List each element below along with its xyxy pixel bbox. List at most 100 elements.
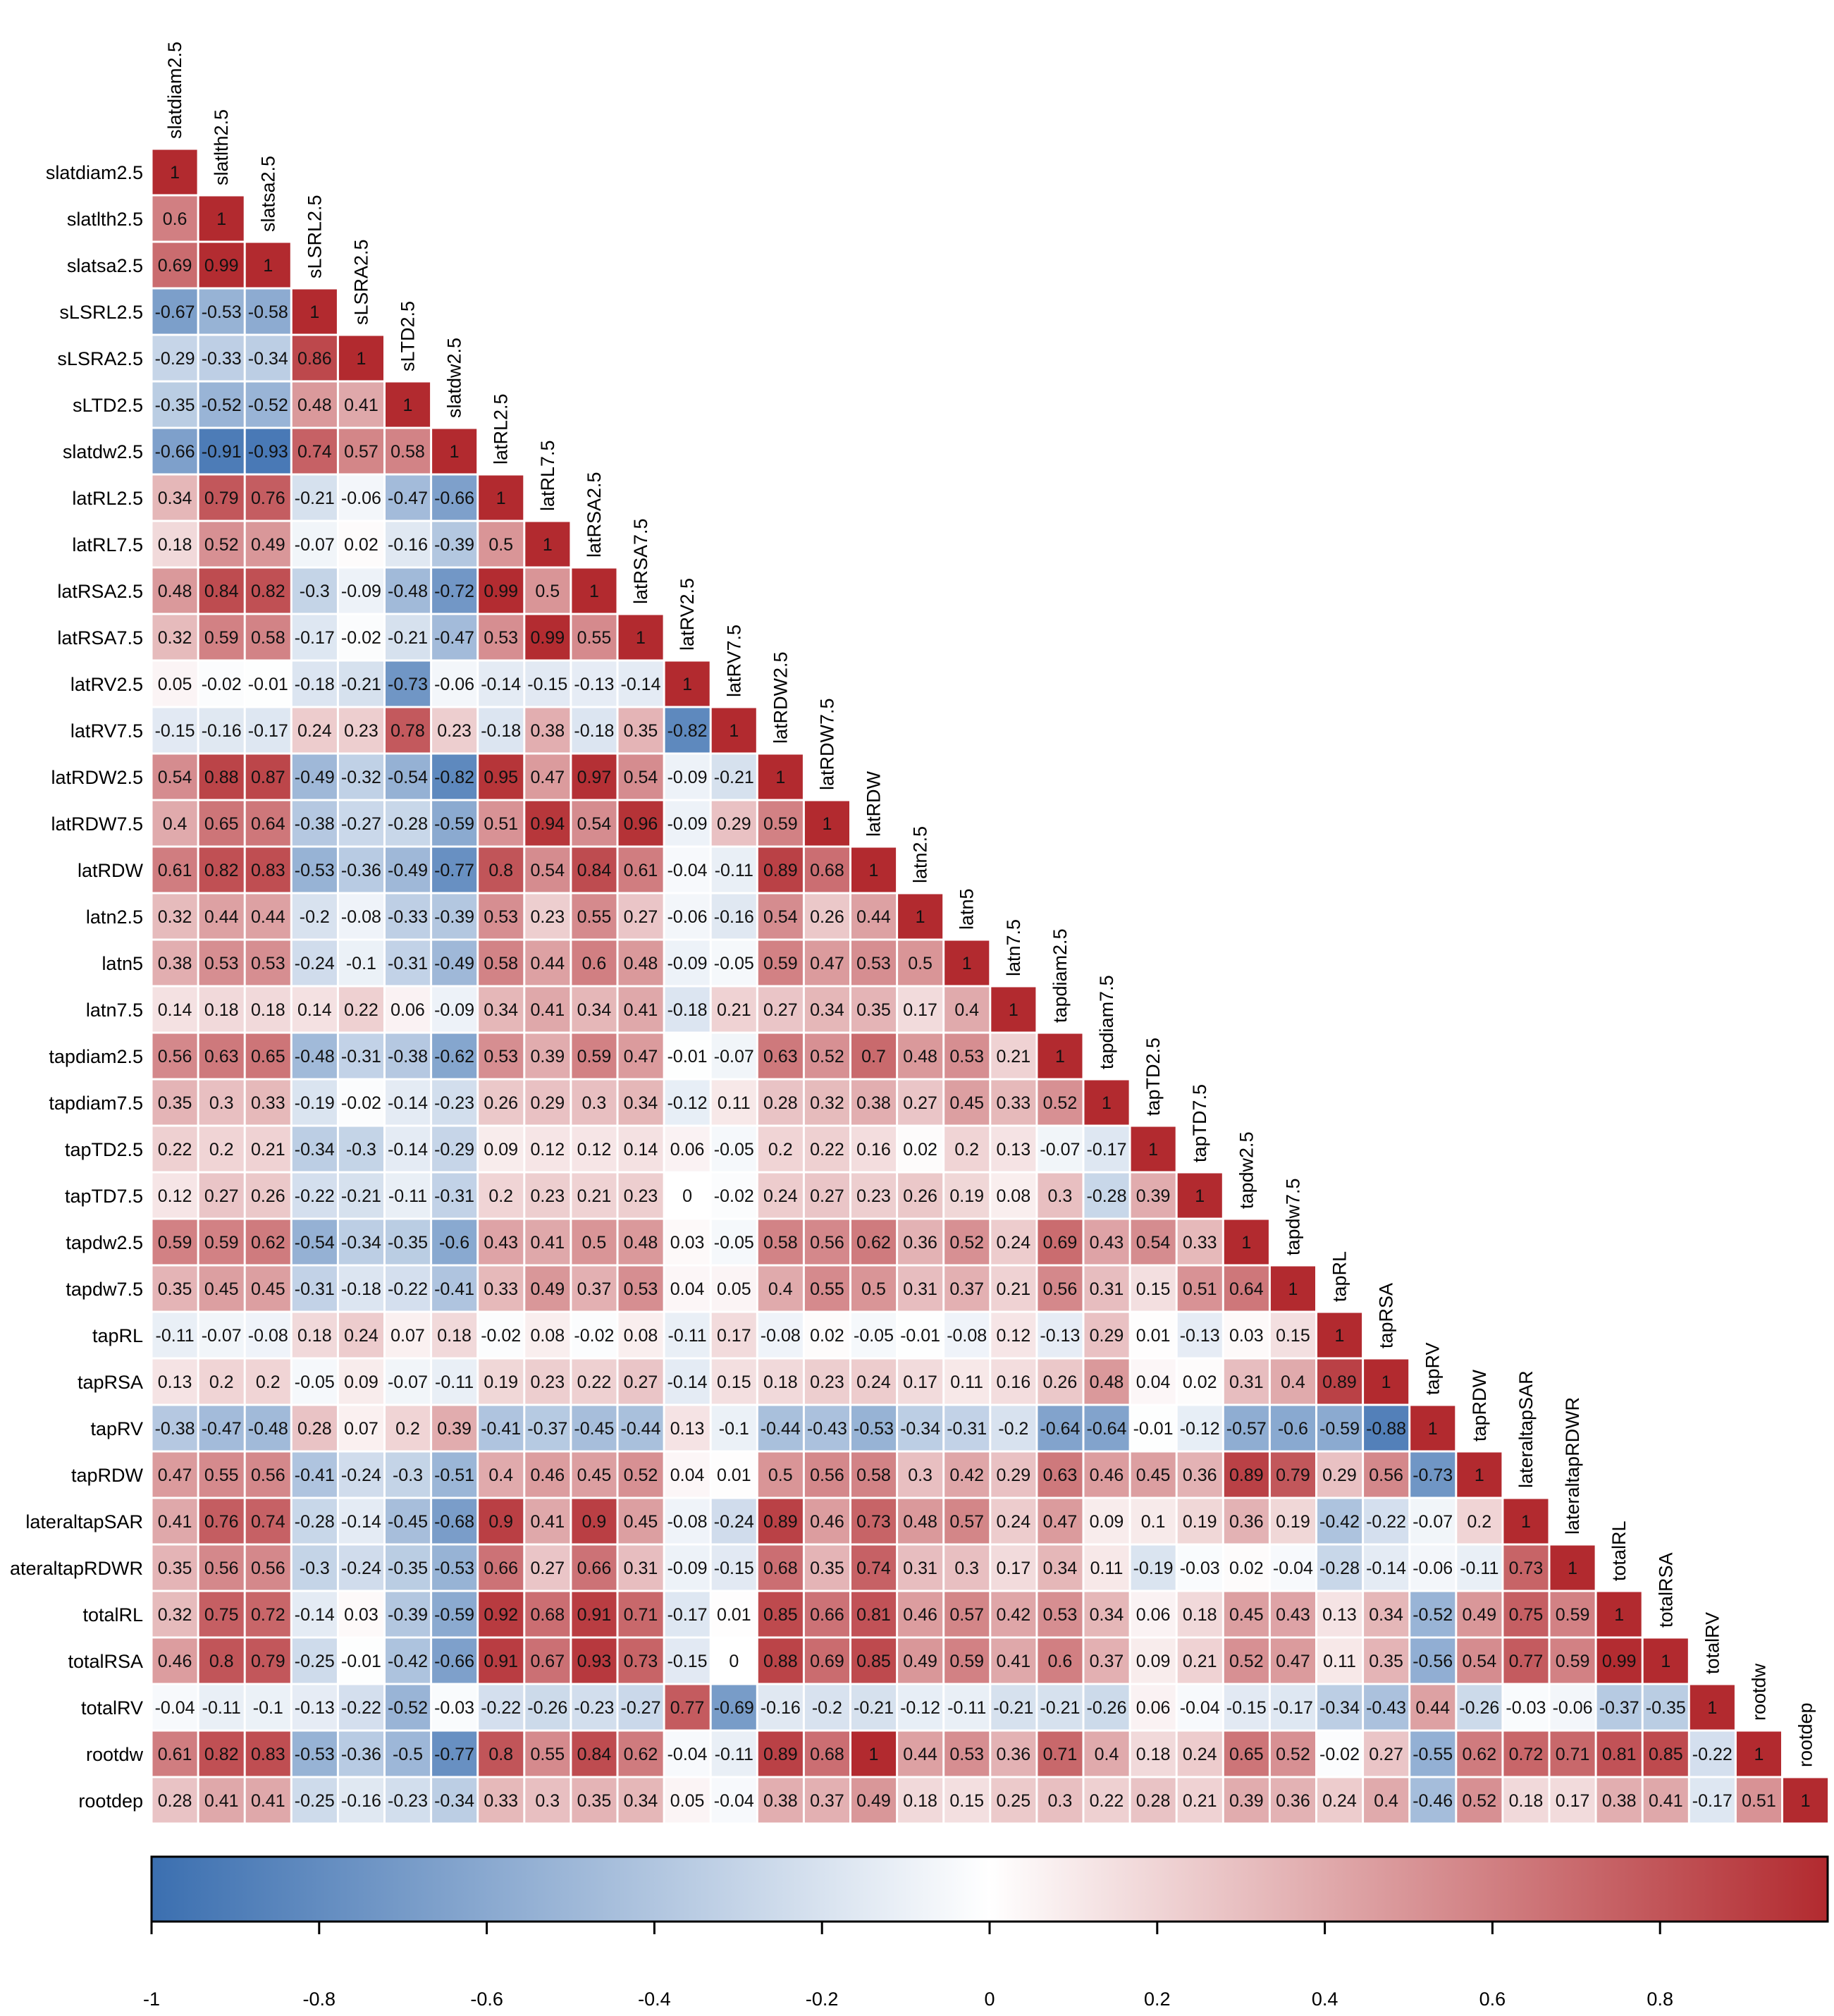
cell-value-label: 0.96 bbox=[624, 814, 658, 834]
heatmap-cell bbox=[711, 987, 756, 1032]
cell-value-label: 0.41 bbox=[204, 1791, 239, 1811]
cell-value-label: -0.24 bbox=[341, 1465, 381, 1485]
column-label: rootdep bbox=[1795, 1702, 1816, 1767]
column-label: slatsa2.5 bbox=[257, 156, 278, 232]
heatmap-cell bbox=[804, 1080, 849, 1125]
heatmap-cell bbox=[432, 1685, 477, 1730]
cell-value-label: 0.48 bbox=[158, 582, 192, 601]
heatmap-cell bbox=[199, 196, 244, 241]
heatmap-cell bbox=[245, 1313, 290, 1358]
heatmap-cell bbox=[432, 661, 477, 706]
heatmap-cell bbox=[851, 1638, 897, 1683]
cell-value-label: 0.64 bbox=[251, 814, 285, 834]
heatmap-cell bbox=[152, 987, 197, 1032]
cell-value-label: 0.48 bbox=[624, 954, 658, 973]
cell-value-label: 0.34 bbox=[624, 1791, 658, 1811]
heatmap-cell bbox=[1177, 1406, 1222, 1451]
heatmap-cell bbox=[851, 1499, 897, 1544]
cell-value-label: -0.53 bbox=[202, 302, 242, 322]
heatmap-cell bbox=[292, 987, 337, 1032]
heatmap-cell bbox=[525, 894, 570, 939]
cell-value-label: 0.68 bbox=[530, 1605, 565, 1625]
heatmap-cell bbox=[758, 1452, 803, 1497]
heatmap-cell bbox=[1224, 1219, 1269, 1265]
heatmap-cell bbox=[199, 1266, 244, 1311]
cell-value-label: -0.64 bbox=[1040, 1419, 1080, 1439]
cell-value-label: 1 bbox=[1195, 1186, 1205, 1206]
heatmap-cell bbox=[711, 708, 756, 753]
cell-value-label: 0.53 bbox=[484, 628, 518, 648]
heatmap-cell bbox=[572, 615, 617, 660]
heatmap-cell bbox=[665, 1406, 710, 1451]
heatmap-cell bbox=[386, 1080, 431, 1125]
heatmap-cell bbox=[199, 1173, 244, 1218]
heatmap-cell bbox=[1084, 1173, 1129, 1218]
cell-value-label: -0.02 bbox=[341, 1093, 381, 1113]
cell-value-label: 0.47 bbox=[158, 1465, 192, 1485]
cell-value-label: -0.44 bbox=[621, 1419, 661, 1439]
cell-value-label: -0.17 bbox=[667, 1605, 708, 1625]
cell-value-label: -0.17 bbox=[1087, 1140, 1127, 1160]
cell-value-label: 0.95 bbox=[484, 768, 518, 787]
heatmap-cell bbox=[898, 1406, 943, 1451]
cell-value-label: 0.34 bbox=[158, 488, 192, 508]
cell-value-label: 0.37 bbox=[1090, 1652, 1124, 1671]
heatmap-cell bbox=[572, 1033, 617, 1078]
heatmap-cell bbox=[152, 1592, 197, 1637]
cell-value-label: 0.6 bbox=[1048, 1652, 1073, 1671]
row-label: latRV2.5 bbox=[70, 674, 143, 695]
heatmap-cell bbox=[711, 1406, 756, 1451]
colorbar-tick-label: -0.6 bbox=[470, 1989, 503, 2010]
cell-value-label: 0.3 bbox=[582, 1093, 607, 1113]
cell-value-label: -0.43 bbox=[1366, 1698, 1406, 1718]
heatmap-cell bbox=[338, 382, 383, 427]
heatmap-cell bbox=[338, 1406, 383, 1451]
heatmap-cell bbox=[479, 987, 524, 1032]
heatmap-cell bbox=[1084, 1452, 1129, 1497]
heatmap-cell bbox=[386, 568, 431, 613]
heatmap-cell bbox=[292, 708, 337, 753]
heatmap-cell bbox=[1131, 1778, 1176, 1823]
cell-value-label: 0.93 bbox=[577, 1652, 612, 1671]
heatmap-cell bbox=[152, 522, 197, 567]
cell-value-label: 0.05 bbox=[670, 1791, 705, 1811]
heatmap-cell bbox=[525, 754, 570, 799]
cell-value-label: 0.21 bbox=[996, 1047, 1030, 1067]
heatmap-cell bbox=[386, 1173, 431, 1218]
cell-value-label: -0.09 bbox=[667, 768, 708, 787]
heatmap-cell bbox=[1038, 1266, 1083, 1311]
heatmap-cell bbox=[711, 1499, 756, 1544]
heatmap-cell bbox=[432, 1778, 477, 1823]
column-label: totalRV bbox=[1701, 1612, 1723, 1674]
cell-value-label: -0.15 bbox=[1226, 1698, 1267, 1718]
heatmap-cell bbox=[338, 1778, 383, 1823]
cell-value-label: -0.47 bbox=[202, 1419, 242, 1439]
heatmap-cell bbox=[898, 1219, 943, 1265]
heatmap-cell bbox=[338, 1359, 383, 1404]
cell-value-label: -0.11 bbox=[202, 1698, 241, 1718]
cell-value-label: 0.2 bbox=[768, 1140, 793, 1160]
column-label: tapRSA bbox=[1376, 1283, 1397, 1348]
heatmap-cell bbox=[245, 1219, 290, 1265]
cell-value-label: -0.07 bbox=[388, 1372, 428, 1392]
heatmap-cell bbox=[479, 1499, 524, 1544]
heatmap-cell bbox=[572, 847, 617, 892]
heatmap-cell bbox=[898, 1685, 943, 1730]
cell-value-label: -0.14 bbox=[388, 1140, 428, 1160]
cell-value-label: 0.11 bbox=[1090, 1559, 1124, 1578]
cell-value-label: 0.33 bbox=[251, 1093, 285, 1113]
heatmap-cell bbox=[1643, 1778, 1688, 1823]
cell-value-label: -0.18 bbox=[481, 721, 521, 741]
heatmap-cell bbox=[1084, 1406, 1129, 1451]
cell-value-label: -0.6 bbox=[1278, 1419, 1308, 1439]
heatmap-cell bbox=[665, 1452, 710, 1497]
heatmap-cell bbox=[432, 1173, 477, 1218]
row-label: rootdep bbox=[78, 1790, 143, 1812]
heatmap-cell bbox=[1270, 1545, 1315, 1590]
cell-value-label: 0.58 bbox=[763, 1233, 798, 1253]
heatmap-cell bbox=[1084, 1545, 1129, 1590]
heatmap-cell bbox=[1270, 1592, 1315, 1637]
cell-value-label: 0.3 bbox=[908, 1465, 933, 1485]
row-label: latn2.5 bbox=[86, 906, 143, 928]
heatmap-cell bbox=[618, 615, 663, 660]
